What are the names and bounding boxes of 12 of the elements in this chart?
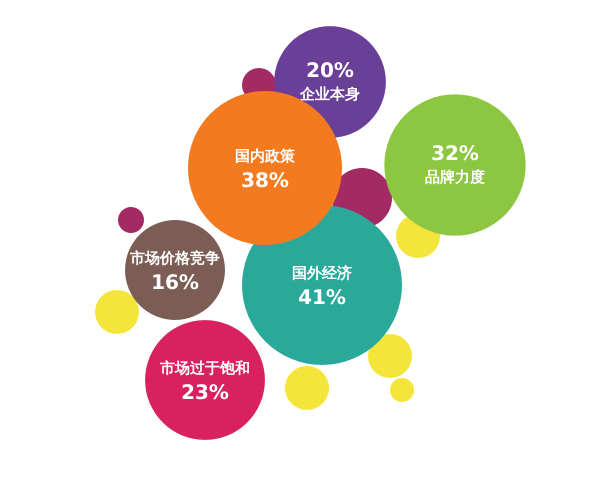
data-label: 32% — [431, 141, 479, 165]
category-label: 市场价格竞争 — [129, 249, 220, 267]
category-label: 国内政策 — [235, 147, 296, 165]
data-label: 20% — [306, 58, 354, 82]
data-label: 38% — [241, 168, 289, 192]
category-label: 品牌力度 — [425, 168, 485, 186]
category-label: 企业本身 — [299, 85, 360, 103]
data-label: 23% — [181, 380, 229, 404]
data-label: 41% — [298, 285, 346, 309]
category-label: 市场过于饱和 — [159, 359, 250, 377]
data-label: 16% — [151, 270, 199, 294]
category-label: 国外经济 — [292, 264, 352, 282]
